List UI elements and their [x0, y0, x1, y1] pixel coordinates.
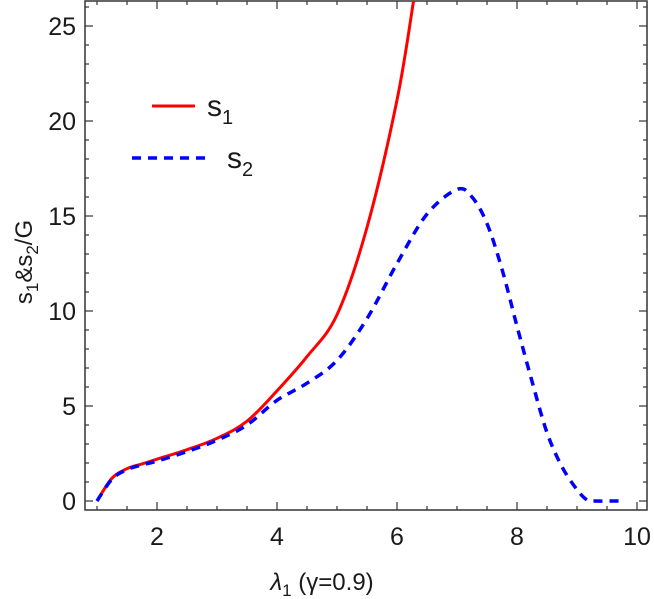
- x-tick-label: 4: [270, 523, 284, 551]
- axis-ticks: [85, 1, 647, 510]
- x-tick-label: 8: [510, 523, 524, 551]
- tick-labels: 2 4 6 8 10 0 5 10 15 20 25: [48, 13, 651, 551]
- y-tick-label: 20: [48, 108, 76, 136]
- curves: [95, 1, 624, 503]
- legend-label-s1: s1: [207, 90, 233, 129]
- legend: s1 s2: [132, 90, 253, 181]
- plot-border: [84, 0, 648, 511]
- y-tick-label: 10: [48, 298, 76, 326]
- y-tick-label: 15: [48, 203, 76, 231]
- x-axis-label: λ1 (γ=0.9): [268, 569, 373, 599]
- y-axis-label: s1&s2/G: [11, 220, 42, 304]
- y-tick-label: 5: [62, 393, 76, 421]
- x-tick-label: 2: [150, 523, 164, 551]
- legend-label-s2: s2: [227, 142, 253, 181]
- series-s1-line: [95, 1, 416, 502]
- x-tick-label: 6: [390, 523, 404, 551]
- y-tick-label: 0: [62, 488, 76, 516]
- x-tick-label: 10: [623, 523, 651, 551]
- y-tick-label: 25: [48, 13, 76, 41]
- plot-frame: [84, 0, 648, 511]
